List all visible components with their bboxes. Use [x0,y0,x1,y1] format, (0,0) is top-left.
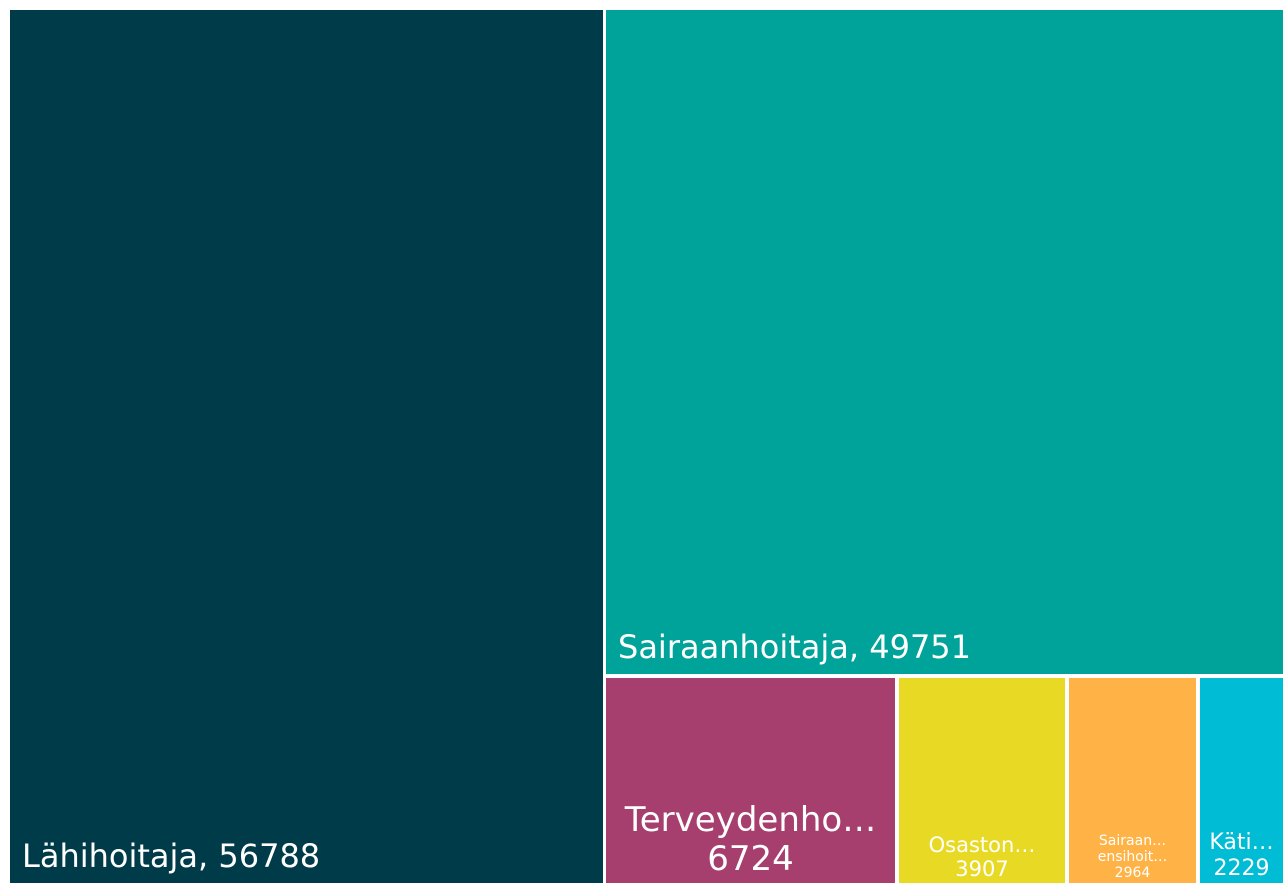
category-label: Käti… [1209,830,1274,856]
category-label: Sairaanhoitaja [618,628,869,666]
category-label: Lähihoitaja [22,837,218,875]
value-label: 49751 [869,628,972,667]
category-label: Terveydenho… [624,799,877,840]
category-label: Osaston… [928,832,1036,857]
tile-label: Käti… 2229 [1200,830,1283,883]
tile: Käti… 2229 [1200,678,1283,883]
tile: Sairaanhoitaja49751 [606,10,1283,674]
value-label: 3907 [955,856,1009,881]
value-label: 2229 [1213,855,1270,881]
tile: Osaston… 3907 [899,678,1065,883]
tile: Lähihoitaja56788 [10,10,603,883]
tile: Sairaan… ensihoit… 2964 [1069,678,1196,883]
tile-label: Sairaanhoitaja49751 [606,628,1283,674]
tile-label: Terveydenho… 6724 [606,799,895,883]
tile: Terveydenho… 6724 [606,678,895,883]
tile-label: Osaston… 3907 [899,833,1065,883]
value-label: 6724 [707,838,794,879]
category-label: Sairaan… ensihoit… [1097,832,1168,865]
value-label: 2964 [1114,864,1151,881]
tile-label: Sairaan… ensihoit… 2964 [1069,833,1196,883]
tile-label: Lähihoitaja56788 [10,837,603,883]
value-label: 56788 [218,837,321,876]
